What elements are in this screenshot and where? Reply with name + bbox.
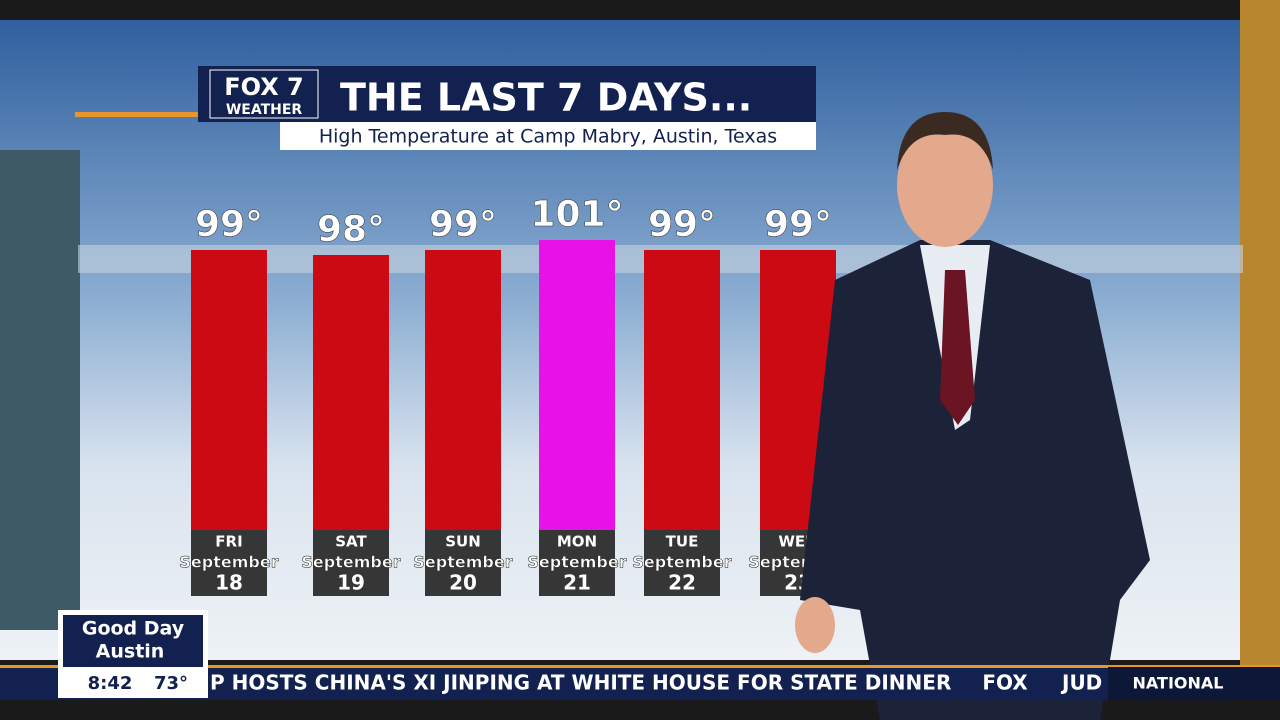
bug-time: 8:42: [88, 673, 133, 694]
hand: [795, 597, 835, 653]
day-label: FRI: [215, 533, 242, 551]
date-label: 21: [563, 571, 591, 595]
month-label: September: [527, 553, 626, 572]
bar: [313, 255, 389, 530]
date-label: 18: [215, 571, 243, 595]
day-label: TUE: [666, 533, 699, 551]
date-label: 19: [337, 571, 365, 595]
city-building: [0, 150, 80, 630]
suit: [800, 240, 1150, 720]
tie: [940, 270, 975, 425]
section-box: [1108, 667, 1280, 700]
title-accent: [75, 112, 280, 117]
bar: [539, 240, 615, 530]
subtitle-bar: [280, 122, 816, 150]
bar: [191, 250, 267, 530]
logo: FOX 7: [224, 73, 304, 101]
bar: [425, 250, 501, 530]
value-label: 99°: [648, 204, 716, 245]
month-label: September: [632, 553, 731, 572]
ticker-bar: [0, 665, 1280, 700]
value-label: 99°: [429, 204, 497, 245]
hair: [897, 112, 993, 170]
month-label: September: [179, 553, 278, 572]
label-box: [425, 530, 501, 596]
title: THE LAST 7 DAYS...: [340, 76, 752, 120]
month-label: September: [413, 553, 512, 572]
presenter: [795, 112, 1150, 720]
label-box: [313, 530, 389, 596]
label-box: [539, 530, 615, 596]
bug-temp: 73°: [154, 673, 188, 694]
day-label: MON: [557, 533, 597, 551]
bug-logo: [63, 615, 203, 667]
bug-city: Austin: [96, 641, 165, 663]
label-box: [191, 530, 267, 596]
wall-edge: [1240, 0, 1280, 700]
ticker-next: JUD: [1060, 671, 1102, 695]
subtitle: High Temperature at Camp Mabry, Austin, …: [319, 126, 777, 148]
month-label: September: [301, 553, 400, 572]
value-label: 101°: [530, 194, 623, 235]
date-label: 20: [449, 571, 477, 595]
value-label: 99°: [764, 204, 832, 245]
date-label: 22: [668, 571, 696, 595]
logo-box: [209, 69, 319, 119]
ticker-network: FOX: [982, 671, 1028, 695]
label-box: [644, 530, 720, 596]
face: [897, 123, 993, 247]
ticker-accent: [0, 665, 1280, 668]
value-label: 99°: [195, 204, 263, 245]
bar: [644, 250, 720, 530]
day-label: SUN: [445, 533, 481, 551]
bug-show: Good Day: [82, 618, 185, 640]
ticker-headline: P HOSTS CHINA'S XI JINPING AT WHITE HOUS…: [210, 671, 951, 695]
logo-sub: WEATHER: [226, 102, 303, 118]
day-label: SAT: [335, 533, 367, 551]
value-label: 98°: [317, 209, 385, 250]
ticker-section: NATIONAL: [1133, 674, 1224, 693]
